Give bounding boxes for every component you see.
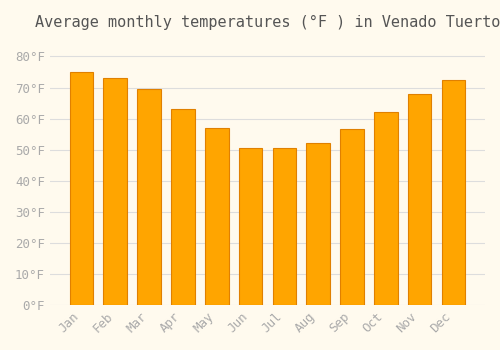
Bar bbox=[306, 144, 330, 305]
Bar bbox=[238, 148, 262, 305]
Bar bbox=[340, 130, 364, 305]
Bar bbox=[171, 109, 194, 305]
Bar bbox=[104, 78, 127, 305]
Bar bbox=[205, 128, 229, 305]
Title: Average monthly temperatures (°F ) in Venado Tuerto: Average monthly temperatures (°F ) in Ve… bbox=[34, 15, 500, 30]
Bar bbox=[408, 94, 432, 305]
Bar bbox=[70, 72, 94, 305]
Bar bbox=[138, 89, 161, 305]
Bar bbox=[442, 80, 465, 305]
Bar bbox=[374, 112, 398, 305]
Bar bbox=[272, 148, 296, 305]
